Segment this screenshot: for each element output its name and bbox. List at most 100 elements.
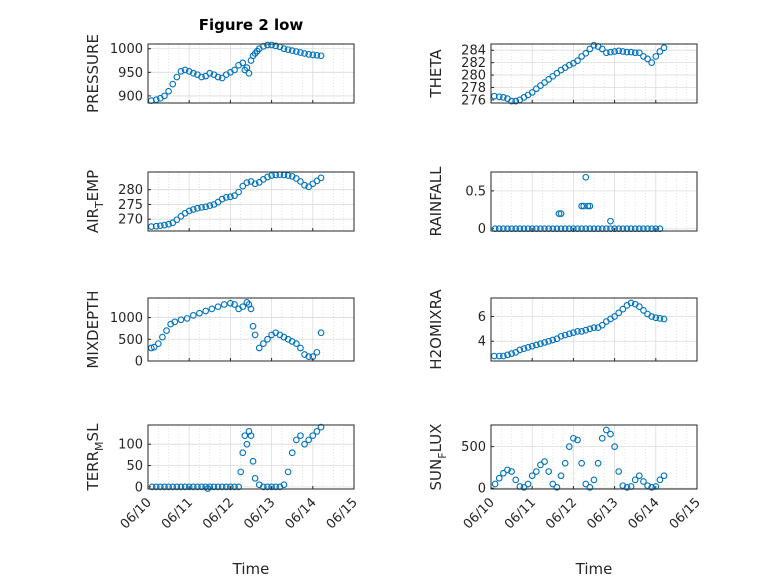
data-point — [644, 55, 651, 63]
data-point — [161, 483, 168, 491]
data-point — [590, 476, 598, 484]
data-point — [553, 483, 561, 491]
y-tick-label: 284 — [461, 44, 486, 59]
data-point — [222, 483, 230, 491]
data-point — [652, 53, 660, 60]
data-point — [574, 225, 581, 233]
data-point — [565, 443, 573, 450]
y-tick-label: 282 — [461, 56, 486, 71]
data-point — [231, 301, 238, 308]
y-axis-label: RAINFALL — [427, 166, 445, 237]
data-point — [578, 328, 585, 335]
data-point — [644, 225, 651, 233]
data-point — [500, 469, 507, 477]
axes-box — [490, 171, 698, 232]
y-axis-label-rest: EMP — [84, 170, 102, 201]
data-point — [504, 225, 511, 233]
data-point — [541, 458, 548, 465]
data-point — [260, 340, 267, 347]
y-axis-label-rest: LUX — [427, 424, 445, 453]
data-point — [249, 457, 257, 465]
axes-box — [490, 297, 698, 362]
data-point — [255, 344, 263, 352]
data-point — [512, 225, 520, 233]
data-point — [202, 203, 210, 211]
subplot-0: 900 950 1000 PRESSURE — [84, 34, 355, 113]
figure-title: Figure 2 low — [199, 16, 304, 34]
data-point — [656, 476, 664, 484]
data-point — [644, 482, 651, 490]
data-point — [619, 225, 627, 233]
y-axis-label: AIRTEMP — [84, 170, 106, 233]
data-point — [241, 432, 249, 440]
data-point — [524, 225, 532, 233]
data-point — [631, 49, 639, 57]
y-tick-label: 1000 — [110, 42, 143, 57]
data-point — [623, 225, 631, 233]
data-point — [549, 336, 557, 344]
data-point — [214, 73, 222, 81]
data-point — [631, 476, 639, 484]
data-point — [607, 48, 614, 56]
data-point — [635, 472, 643, 480]
data-point — [640, 307, 647, 314]
data-point — [249, 322, 257, 330]
data-point — [297, 178, 304, 185]
data-point — [198, 483, 205, 491]
data-point — [611, 48, 618, 55]
axes-box — [147, 297, 355, 362]
data-point — [549, 225, 557, 233]
data-point — [561, 331, 569, 339]
data-point — [243, 298, 251, 306]
data-point — [159, 333, 166, 341]
data-point — [590, 41, 598, 49]
data-point — [582, 49, 590, 57]
data-point — [532, 341, 540, 349]
data-point — [570, 434, 577, 442]
data-point — [537, 225, 544, 233]
data-point — [631, 225, 639, 233]
data-point — [611, 225, 618, 233]
data-point — [292, 48, 300, 55]
data-point — [635, 49, 643, 57]
y-tick-label: 275 — [118, 198, 143, 213]
data-point — [268, 483, 275, 491]
data-point — [537, 82, 544, 89]
data-point — [231, 483, 238, 491]
data-point — [520, 225, 528, 233]
data-point — [508, 97, 515, 105]
data-point — [561, 225, 569, 233]
data-point — [586, 325, 594, 333]
data-point — [565, 61, 573, 69]
data-point — [528, 472, 536, 480]
data-point — [520, 483, 528, 491]
data-point — [189, 483, 197, 491]
data-point — [500, 94, 507, 101]
y-axis-label: MIXDEPTH — [84, 290, 102, 368]
data-point — [284, 468, 292, 476]
data-point — [656, 225, 664, 233]
data-point — [640, 225, 647, 233]
data-point — [317, 329, 325, 337]
y-axis-label-main: SUN — [427, 459, 445, 491]
y-tick-label: 270 — [118, 213, 143, 228]
y-tick-label: 4 — [478, 335, 486, 350]
y-tick-label: 0 — [478, 482, 486, 497]
data-point — [194, 483, 201, 491]
y-axis-label-subscript: F — [436, 452, 449, 458]
data-point — [251, 331, 259, 339]
data-point — [239, 59, 247, 67]
data-point — [607, 217, 614, 225]
data-point — [574, 57, 581, 65]
data-point — [297, 432, 304, 440]
data-point — [237, 468, 245, 476]
data-point — [557, 210, 565, 217]
data-point — [317, 174, 325, 182]
data-point — [504, 351, 511, 359]
data-point — [196, 309, 203, 317]
data-point — [181, 66, 189, 74]
data-point — [504, 466, 511, 474]
data-point — [648, 483, 656, 491]
